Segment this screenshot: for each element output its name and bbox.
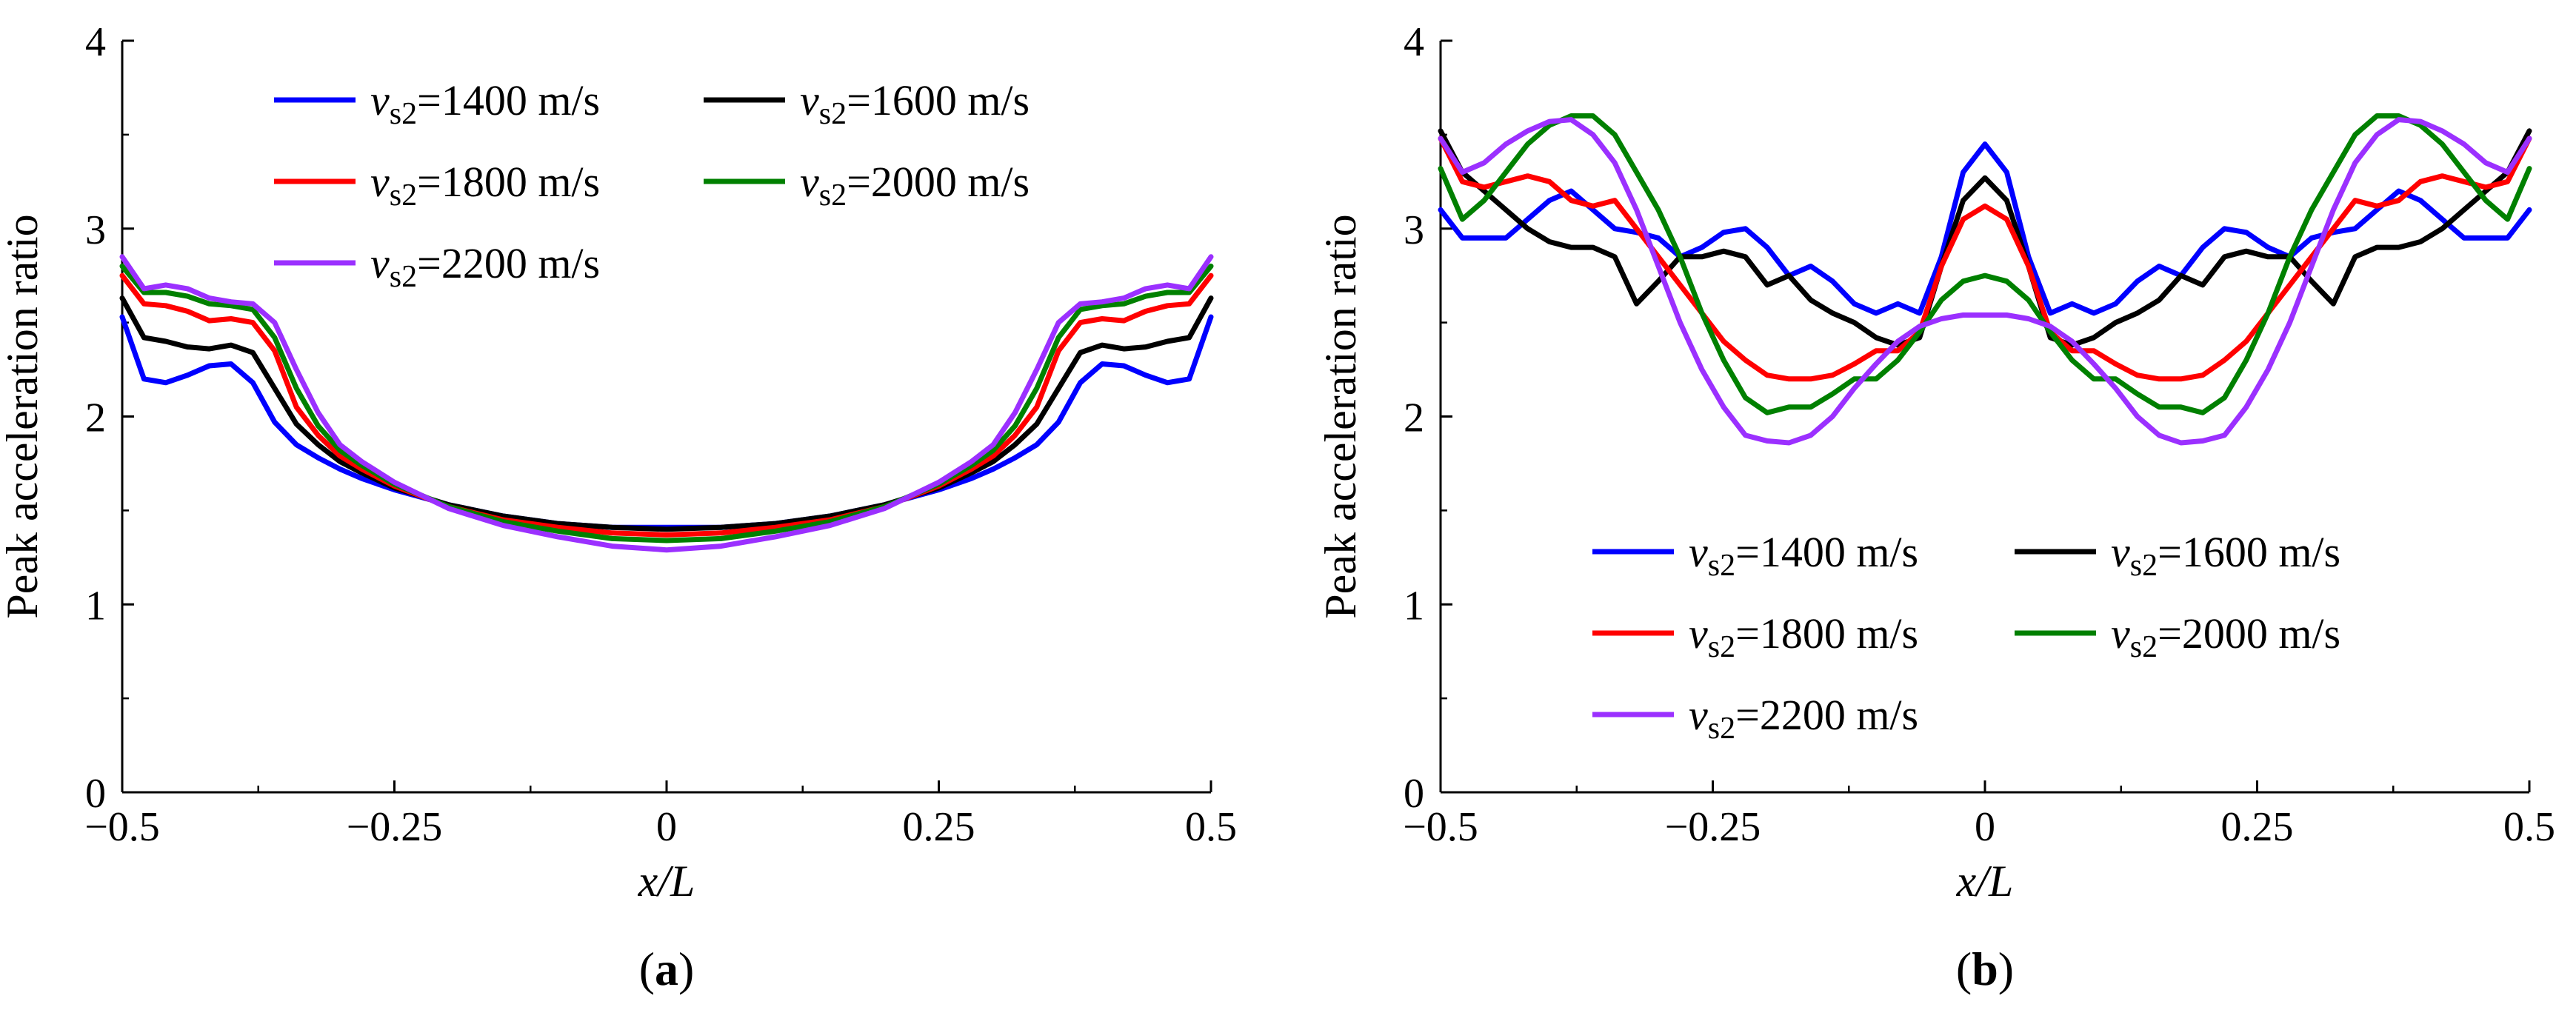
x-axis-title: x/L <box>638 857 695 906</box>
legend-entry: vs2=2000 m/s <box>2111 609 2340 664</box>
y-tick-label: 3 <box>85 207 106 253</box>
series-line-3 <box>1438 113 2532 415</box>
x-tick-label: 0 <box>656 804 677 850</box>
x-tick-label: 0.5 <box>1185 804 1237 850</box>
series-line-2 <box>1438 136 2532 382</box>
y-tick-label: 4 <box>1404 19 1424 65</box>
y-tick-label: 2 <box>1404 395 1424 441</box>
series-line-3 <box>119 264 1214 543</box>
x-tick-label: 0 <box>1975 804 1995 850</box>
legend-entry: vs2=1400 m/s <box>1689 528 1918 583</box>
x-tick-label: −0.25 <box>1665 804 1761 850</box>
legend-entry: vs2=2000 m/s <box>800 158 1030 213</box>
series-line-1 <box>1438 128 2532 348</box>
y-tick-label: 1 <box>1404 583 1424 629</box>
series-line-0 <box>1438 141 2532 316</box>
x-tick-label: −0.25 <box>347 804 443 850</box>
x-tick-label: 0.25 <box>2221 804 2294 850</box>
panel-label: (b) <box>1956 943 2014 995</box>
series-line-1 <box>119 295 1214 532</box>
legend-entry: vs2=1600 m/s <box>800 76 1030 131</box>
series-line-4 <box>119 254 1214 553</box>
y-axis-title: Peak acceleration ratio <box>1316 214 1365 618</box>
panel-label: (a) <box>639 943 695 995</box>
y-tick-label: 0 <box>1404 771 1424 817</box>
y-axis-title: Peak acceleration ratio <box>0 214 47 618</box>
x-axis-title: x/L <box>1956 857 2014 906</box>
y-tick-label: 2 <box>85 395 106 441</box>
x-tick-label: 0.25 <box>903 804 975 850</box>
x-tick-label: −0.5 <box>1403 804 1478 850</box>
y-tick-label: 1 <box>85 583 106 629</box>
y-tick-label: 3 <box>1404 207 1424 253</box>
legend-entry: vs2=1400 m/s <box>370 76 600 131</box>
series-line-4 <box>1438 117 2532 446</box>
legend-entry: vs2=2200 m/s <box>370 239 600 294</box>
legend-entry: vs2=2200 m/s <box>1689 691 1918 746</box>
chart-panel-a: −0.5 −0.25 0 0.25 0.5 0 1 2 3 4 x/L Peak accelerati… <box>0 19 1237 995</box>
x-tick-label: 0.5 <box>2503 804 2555 850</box>
y-tick-label: 0 <box>85 771 106 817</box>
series-line-2 <box>119 272 1214 538</box>
legend-entry: vs2=1600 m/s <box>2111 528 2340 583</box>
legend-entry: vs2=1800 m/s <box>370 158 600 213</box>
x-tick-label: −0.5 <box>84 804 160 850</box>
legend-entry: vs2=1800 m/s <box>1689 609 1918 664</box>
y-tick-label: 4 <box>85 19 106 65</box>
chart-panel-b: −0.5 −0.25 0 0.25 0.5 0 1 2 3 4 x/L Peak accelerati… <box>1316 19 2555 995</box>
